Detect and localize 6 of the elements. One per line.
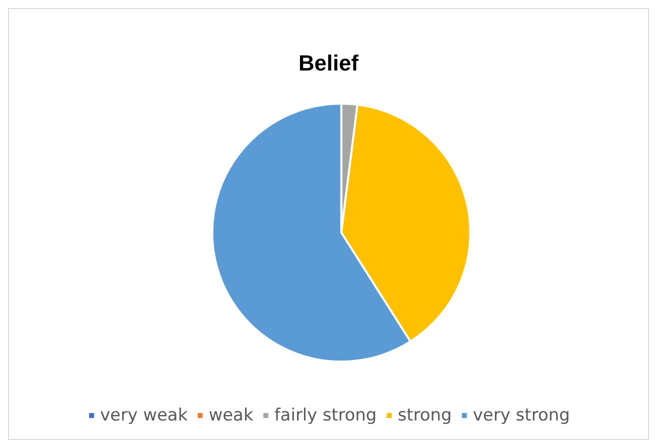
legend-label: strong xyxy=(398,406,452,426)
legend-label: fairly strong xyxy=(274,406,377,426)
legend-label: very weak xyxy=(100,406,188,426)
chart-title: Belief xyxy=(298,50,360,76)
legend-label: very strong xyxy=(472,406,570,426)
legend-label: weak xyxy=(208,406,254,426)
